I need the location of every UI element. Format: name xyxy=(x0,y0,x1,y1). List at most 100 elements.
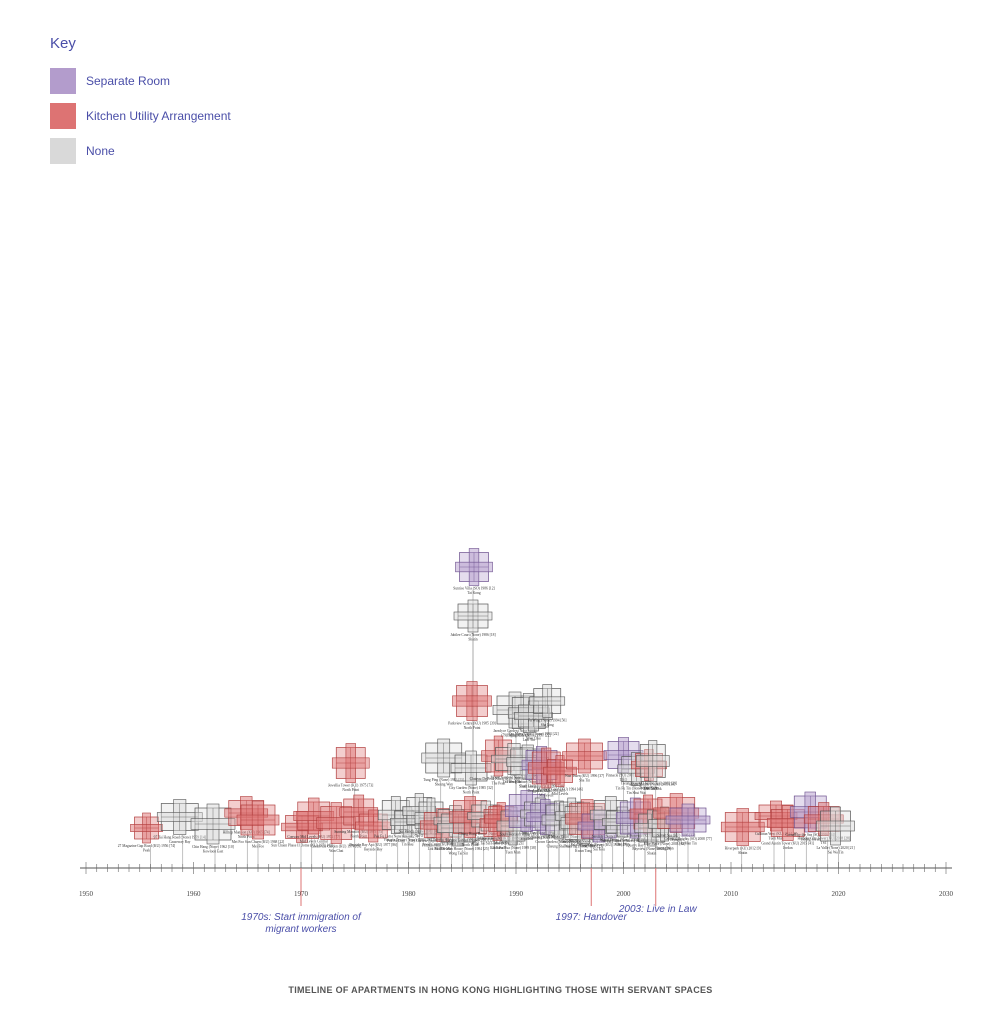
axis-tick-label: 1990 xyxy=(509,890,524,898)
key-swatch-kitchen-utility xyxy=(50,103,76,129)
plan-caption: Victoria Centre (None) 1980 [21] Tin Hau xyxy=(383,838,431,847)
plan-caption: Chin Hang (None) 1962 [10] Kowloon East xyxy=(192,845,234,854)
plan-caption: Celestial Heights (SO) 2008 [77] Ho Man T… xyxy=(664,837,712,846)
floor-plan: City Garden (None) 1985 [32] North Point xyxy=(449,750,493,795)
plan-caption: Jewel Court (KU) 1983 [62] Mid Levels xyxy=(422,843,463,852)
plan-caption: 27 Magazine Gap Road (KU) 1956 [74] Peak xyxy=(118,844,175,853)
plan-caption: Tsui Ping (None) 1996 [27] Kwun Tong xyxy=(564,845,604,854)
plan-caption: Mei Foo Sun Chuen (KU) 1968 [22] Mei Foo xyxy=(232,840,285,849)
plans-layer: 27 Magazine Gap Road (KU) 1956 [74] Peak9… xyxy=(118,548,855,856)
floor-plan: 27 Magazine Gap Road (KU) 1956 [74] Peak xyxy=(118,812,175,853)
plan-caption: Chateau De Peak Block (KU) 1988 [33] The … xyxy=(470,777,528,786)
plan-caption: South Horizon Home (KU) 1991 [22] Souther… xyxy=(500,833,554,842)
plan-caption: Tin Fu Tin (None) 2000 [22] Tin Shui Wai xyxy=(616,787,657,796)
floor-plan: Cornell by the Sea (SO) 2016 [34] Tseung … xyxy=(785,791,835,842)
plan-caption: Cullinan West (KU) 2014 [8] Tuen Mun xyxy=(755,832,797,841)
plan-caption: Conway Mid Levels (KU) 1972 [77] Mid Leve… xyxy=(287,835,340,844)
plan-caption: The Orchards (SO) 2001 [26] Quarry Bay xyxy=(614,839,657,848)
axis-tick-label: 2020 xyxy=(832,890,847,898)
key-swatch-none xyxy=(50,138,76,164)
plan-caption: Bayview (None) 2003 [29] Shatin xyxy=(632,847,671,856)
key-row-none: None xyxy=(50,138,115,164)
axis-tick-label: 1980 xyxy=(402,890,417,898)
event-label: 2003: Live in Law xyxy=(618,904,698,915)
plan-caption: Bayside Bay Apt (KU) 1977 [86] Bayside Ba… xyxy=(349,843,397,852)
timeline-axis: 195019601970198019902000201020202030 xyxy=(79,862,954,898)
axis-tick-label: 2000 xyxy=(617,890,632,898)
plan-caption: Crown Garden (None) 1994 [28] Cheung Sha … xyxy=(535,840,582,849)
plan-caption: Silver Sea (KU) 2006 [33] Olympic xyxy=(657,834,695,843)
plan-caption: Tung Ping (None) 1983 [55] Sheung Wan xyxy=(423,778,464,787)
floor-plan: Tung Ping (None) 1983 [55] Sheung Wan xyxy=(421,738,467,787)
plan-caption: La Valle (None) 2020 [21] Sai Wa Tin xyxy=(816,846,854,855)
plan-caption: Sun Chuen Phase II Dome (KU) 1971 [40] xyxy=(271,844,333,848)
floor-plan: Mayfield Court (KU) 1994 [46] Mid Levels xyxy=(537,755,583,797)
plan-caption: City Garden (None) 1982 [42] Fortress Hil… xyxy=(409,839,453,848)
floor-plan: Parkview Centre (KU) 1985 [39] North Poin… xyxy=(448,681,496,731)
plan-caption: Aqua Marine (None) 2003 [30] Lai Chi Kok xyxy=(630,783,675,792)
plan-caption: Chung Hong House (None) 1987 [21] Lam Tin xyxy=(458,832,513,841)
floor-plan: Chin Hang (None) 1962 [10] Kowloon East xyxy=(190,803,236,854)
plan-caption: Regency (SO) 1993 [12] xyxy=(528,836,563,840)
plan-caption: Grand Pacific View (KU) 1999 [31] Tuen Mu… xyxy=(561,840,613,849)
plan-caption: Dragonfit (KU) 1993 [61] Midlevels xyxy=(528,789,565,798)
footer-title: TIMELINE OF APARTMENTS IN HONG KONG HIGH… xyxy=(288,985,713,995)
plan-caption: Jubilee Court (None) 1986 [18] Shatin xyxy=(450,633,495,642)
plan-caption: Yau Mong Court (None) 1993 [22] Wan Chai xyxy=(508,732,558,741)
plan-caption: Fa Wing (None) 1994 [50] Sha Ling xyxy=(528,719,566,728)
plan-caption: Parkview Centre (KU) 1985 [39] North Poin… xyxy=(448,722,496,731)
plan-caption: Elfie Place (None) 2003 [32] Sheung Wan xyxy=(644,842,686,851)
plan-caption: Mayfield Court (KU) 1994 [46] Mid Levels xyxy=(537,788,583,797)
key-label-separate-room: Separate Room xyxy=(86,74,171,88)
plan-caption: Pinnacle (SO) 2001 [40] TKO xyxy=(606,774,641,783)
plan-caption: 97 Tai Hang Road (None) 1959 [14] Causewa… xyxy=(154,836,206,845)
plan-caption: Fortune Garden (None) 1985 [25] North Poi… xyxy=(446,839,495,848)
floor-plan: Mei Foo Sun Chuen (KU) 1968 [22] Mei Foo xyxy=(232,800,285,849)
plan-caption: Chelsea Court (None) 1995 [36] Shau Kei W… xyxy=(548,835,595,844)
floor-plan: Aqua Marine (None) 2003 [30] Lai Chi Kok xyxy=(630,740,675,792)
floor-plan: La Valle (None) 2020 [21] Sai Wa Tin xyxy=(816,806,855,855)
plan-caption: Hilltop Mansion (KU) 1965 [74] North Poin… xyxy=(223,831,270,840)
axis-tick-label: 1960 xyxy=(187,890,202,898)
axis-tick-label: 2030 xyxy=(939,890,954,898)
events-layer: 1970s: Start immigration of migrant worke… xyxy=(241,868,697,935)
floor-plan: Wan Tsuen (KU) 1996 [37] Sha Tin xyxy=(562,738,607,783)
key-label-kitchen-utility: Kitchen Utility Arrangement xyxy=(86,109,231,123)
plan-caption: Tao Heng House (None) 1991 [30] Tuen Long xyxy=(503,780,553,789)
plan-caption: Wing Tai Sin Home (KU) 1988 [23] Choi Fai xyxy=(471,842,523,851)
event-label: 1997: Handover xyxy=(556,912,628,923)
plan-caption: Serenity (None) 1999 [26] Tseung Kwan xyxy=(592,835,630,844)
plan-caption: Harbour City Tower (KU) 2018 [28] TST xyxy=(798,837,850,846)
plan-caption: Laguna City (None) 1991 [22] Lam Tin xyxy=(507,734,551,743)
plan-caption: Palace Superior Resort (KU) 1998 [47] Sai… xyxy=(571,843,627,852)
plan-caption: Sunning Mansion (KU) 1975 [75] North Poin… xyxy=(334,830,383,839)
plan-caption: Jarndyce Garden (None) 1990 (79) Wong Hon… xyxy=(493,729,537,738)
axis-tick-label: 1950 xyxy=(79,890,94,898)
key-label-none: None xyxy=(86,144,115,158)
key-swatch-separate-room xyxy=(50,68,76,94)
plan-caption: Mount Garden (None) 1989 [27] Tuen Mun xyxy=(490,776,537,785)
plan-caption: Wan Tsuen (KU) 1996 [37] Sha Tin xyxy=(565,774,604,783)
plan-caption: Sunrise Villa (SO) 1986 [12] Tai Kong xyxy=(453,587,494,596)
floor-plan: Celestial Heights (SO) 2008 [77] Ho Man T… xyxy=(664,803,712,846)
plan-caption: Lai Yuen Hua (None) 1989 [38] Tuen Mun xyxy=(490,846,536,855)
plan-caption: Jewellia Tower (KU) 1975 [73] North Point xyxy=(328,784,373,793)
floor-plan: Jewellia Tower (KU) 1975 [73] North Point xyxy=(328,743,373,793)
plan-caption: Riverpark (KU) 2012 [9] Shatin xyxy=(725,847,761,856)
key-row-separate-room: Separate Room xyxy=(50,68,170,94)
floor-plan: Jubilee Court (None) 1986 [18] Shatin xyxy=(450,599,496,642)
plan-caption: Island Resort (None) 2001 [30] Chai Wan xyxy=(600,838,645,847)
plan-caption: City Garden (None) 1985 [32] North Point xyxy=(449,786,493,795)
plan-caption: Cornell by the Sea (SO) 2016 [34] Tseung … xyxy=(785,833,835,842)
plan-caption: Tseung Kwan O Home (KU) 2002 [29] Tseung … xyxy=(621,782,677,791)
plan-caption: Grand Austin Tower (KU) 2015 [41] Jordan xyxy=(761,842,814,851)
plan-caption: Pak Fu Lam (None) 1979 [27] Pok Fu Lam xyxy=(374,835,418,844)
key-row-kitchen-utility: Kitchen Utility Arrangement xyxy=(50,103,231,129)
event-label: 1970s: Start immigration of migrant worke… xyxy=(241,912,362,935)
floor-plan: Sunrise Villa (SO) 1986 [12] Tai Kong xyxy=(453,548,495,596)
plan-caption: Greenville Garden (KU) 1974 [69] Wan Chai xyxy=(311,845,361,854)
axis-tick-label: 2010 xyxy=(724,890,739,898)
key-title: Key xyxy=(50,35,76,52)
floor-plan: Fa Wing (None) 1994 [50] Sha Ling xyxy=(528,684,566,728)
